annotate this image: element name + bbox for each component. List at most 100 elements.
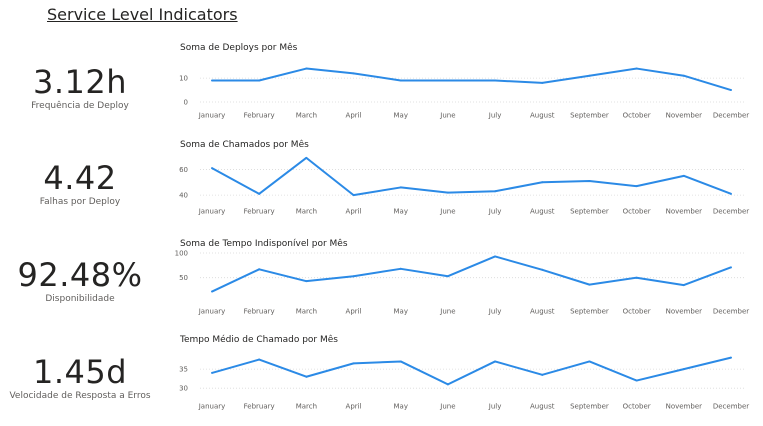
kpi-label: Velocidade de Resposta a Erros <box>9 391 151 401</box>
x-tick-label: October <box>623 403 651 411</box>
data-point <box>635 379 638 382</box>
line-chart-3: 30 35 January February March April May June July… <box>179 356 749 411</box>
data-point <box>541 268 544 271</box>
data-point <box>305 67 308 70</box>
y-tick-label: 100 <box>175 250 188 258</box>
kpi-label: Falhas por Deploy <box>39 197 121 207</box>
data-point <box>352 362 355 365</box>
x-tick-label: August <box>530 112 555 120</box>
data-point <box>588 360 591 363</box>
data-point <box>258 79 261 82</box>
series-line <box>211 156 732 197</box>
x-tick-label: January <box>198 112 226 120</box>
x-tick-label: February <box>244 112 275 120</box>
x-tick-label: December <box>713 208 749 216</box>
x-tick-label: December <box>713 112 749 120</box>
y-tick-label: 30 <box>179 385 188 393</box>
x-tick-label: January <box>198 403 226 411</box>
y-tick-label: 50 <box>179 274 188 282</box>
data-point <box>305 375 308 378</box>
x-tick-label: July <box>488 208 502 216</box>
x-tick-label: April <box>346 403 362 411</box>
kpi-card-error-response-speed: 1.45d Velocidade de Resposta a Erros <box>0 354 160 401</box>
x-tick-label: November <box>666 403 703 411</box>
data-point <box>541 373 544 376</box>
kpi-card-availability: 92.48% Disponibilidade <box>0 257 160 304</box>
data-point <box>399 79 402 82</box>
data-point <box>730 266 732 269</box>
x-tick-label: June <box>439 208 455 216</box>
data-point <box>258 192 261 195</box>
data-point <box>682 284 685 287</box>
x-tick-label: January <box>198 308 226 316</box>
x-tick-label: January <box>198 208 226 216</box>
x-tick-label: February <box>244 208 275 216</box>
data-point <box>541 81 544 84</box>
data-point <box>352 72 355 75</box>
x-tick-label: July <box>488 112 502 120</box>
series-line <box>211 255 732 293</box>
data-point <box>399 267 402 270</box>
x-tick-label: June <box>439 112 455 120</box>
x-tick-label: May <box>393 112 407 120</box>
chart-title-tickets: Soma de Chamados por Mês <box>180 140 309 150</box>
x-tick-label: March <box>296 308 317 316</box>
data-point <box>588 180 591 182</box>
data-point <box>588 283 591 286</box>
x-tick-label: June <box>439 403 455 411</box>
data-point <box>211 167 213 170</box>
x-tick-label: June <box>439 308 455 316</box>
kpi-value: 4.42 <box>43 159 117 197</box>
line-chart-0: 0 10 January February March April May June July A… <box>179 67 749 120</box>
series-line <box>211 356 732 386</box>
data-point <box>211 79 213 82</box>
kpi-value: 92.48% <box>17 256 143 294</box>
x-tick-label: November <box>666 208 703 216</box>
kpi-card-failures-per-deploy: 4.42 Falhas por Deploy <box>0 160 160 207</box>
x-tick-label: August <box>530 208 555 216</box>
x-tick-label: October <box>623 208 651 216</box>
data-point <box>682 368 685 371</box>
x-tick-label: September <box>570 208 609 216</box>
x-tick-label: October <box>623 112 651 120</box>
data-point <box>682 174 685 177</box>
y-tick-label: 35 <box>179 366 188 374</box>
y-tick-label: 10 <box>179 75 188 83</box>
x-tick-label: September <box>570 112 609 120</box>
data-point <box>635 276 638 279</box>
x-tick-label: September <box>570 403 609 411</box>
x-tick-label: February <box>244 403 275 411</box>
x-tick-label: April <box>346 112 362 120</box>
x-tick-label: August <box>530 308 555 316</box>
x-tick-label: November <box>666 308 703 316</box>
x-tick-label: September <box>570 308 609 316</box>
data-point <box>446 275 449 278</box>
data-point <box>305 280 308 283</box>
y-tick-label: 0 <box>184 99 188 107</box>
series-line <box>212 67 732 92</box>
data-point <box>446 191 449 194</box>
page-title: Service Level Indicators <box>47 5 238 24</box>
data-point <box>446 383 449 386</box>
x-tick-label: October <box>623 308 651 316</box>
data-point <box>211 290 213 293</box>
data-point <box>258 268 261 271</box>
data-point <box>211 371 213 374</box>
data-point <box>588 74 591 77</box>
data-point <box>635 185 638 188</box>
data-point <box>730 356 732 359</box>
kpi-card-deploy-frequency: 3.12h Frequência de Deploy <box>0 64 160 111</box>
y-tick-label: 40 <box>179 192 188 200</box>
x-tick-label: July <box>488 403 502 411</box>
kpi-label: Disponibilidade <box>45 294 115 304</box>
kpi-value: 3.12h <box>32 63 128 101</box>
chart-title-deploys: Soma de Deploys por Mês <box>180 43 298 53</box>
data-point <box>399 360 402 363</box>
x-tick-label: March <box>296 403 317 411</box>
data-point <box>258 358 261 361</box>
chart-title-avg-ticket-time: Tempo Médio de Chamado por Mês <box>180 335 338 345</box>
data-point <box>682 74 685 77</box>
x-tick-label: December <box>713 403 749 411</box>
data-point <box>494 360 497 363</box>
